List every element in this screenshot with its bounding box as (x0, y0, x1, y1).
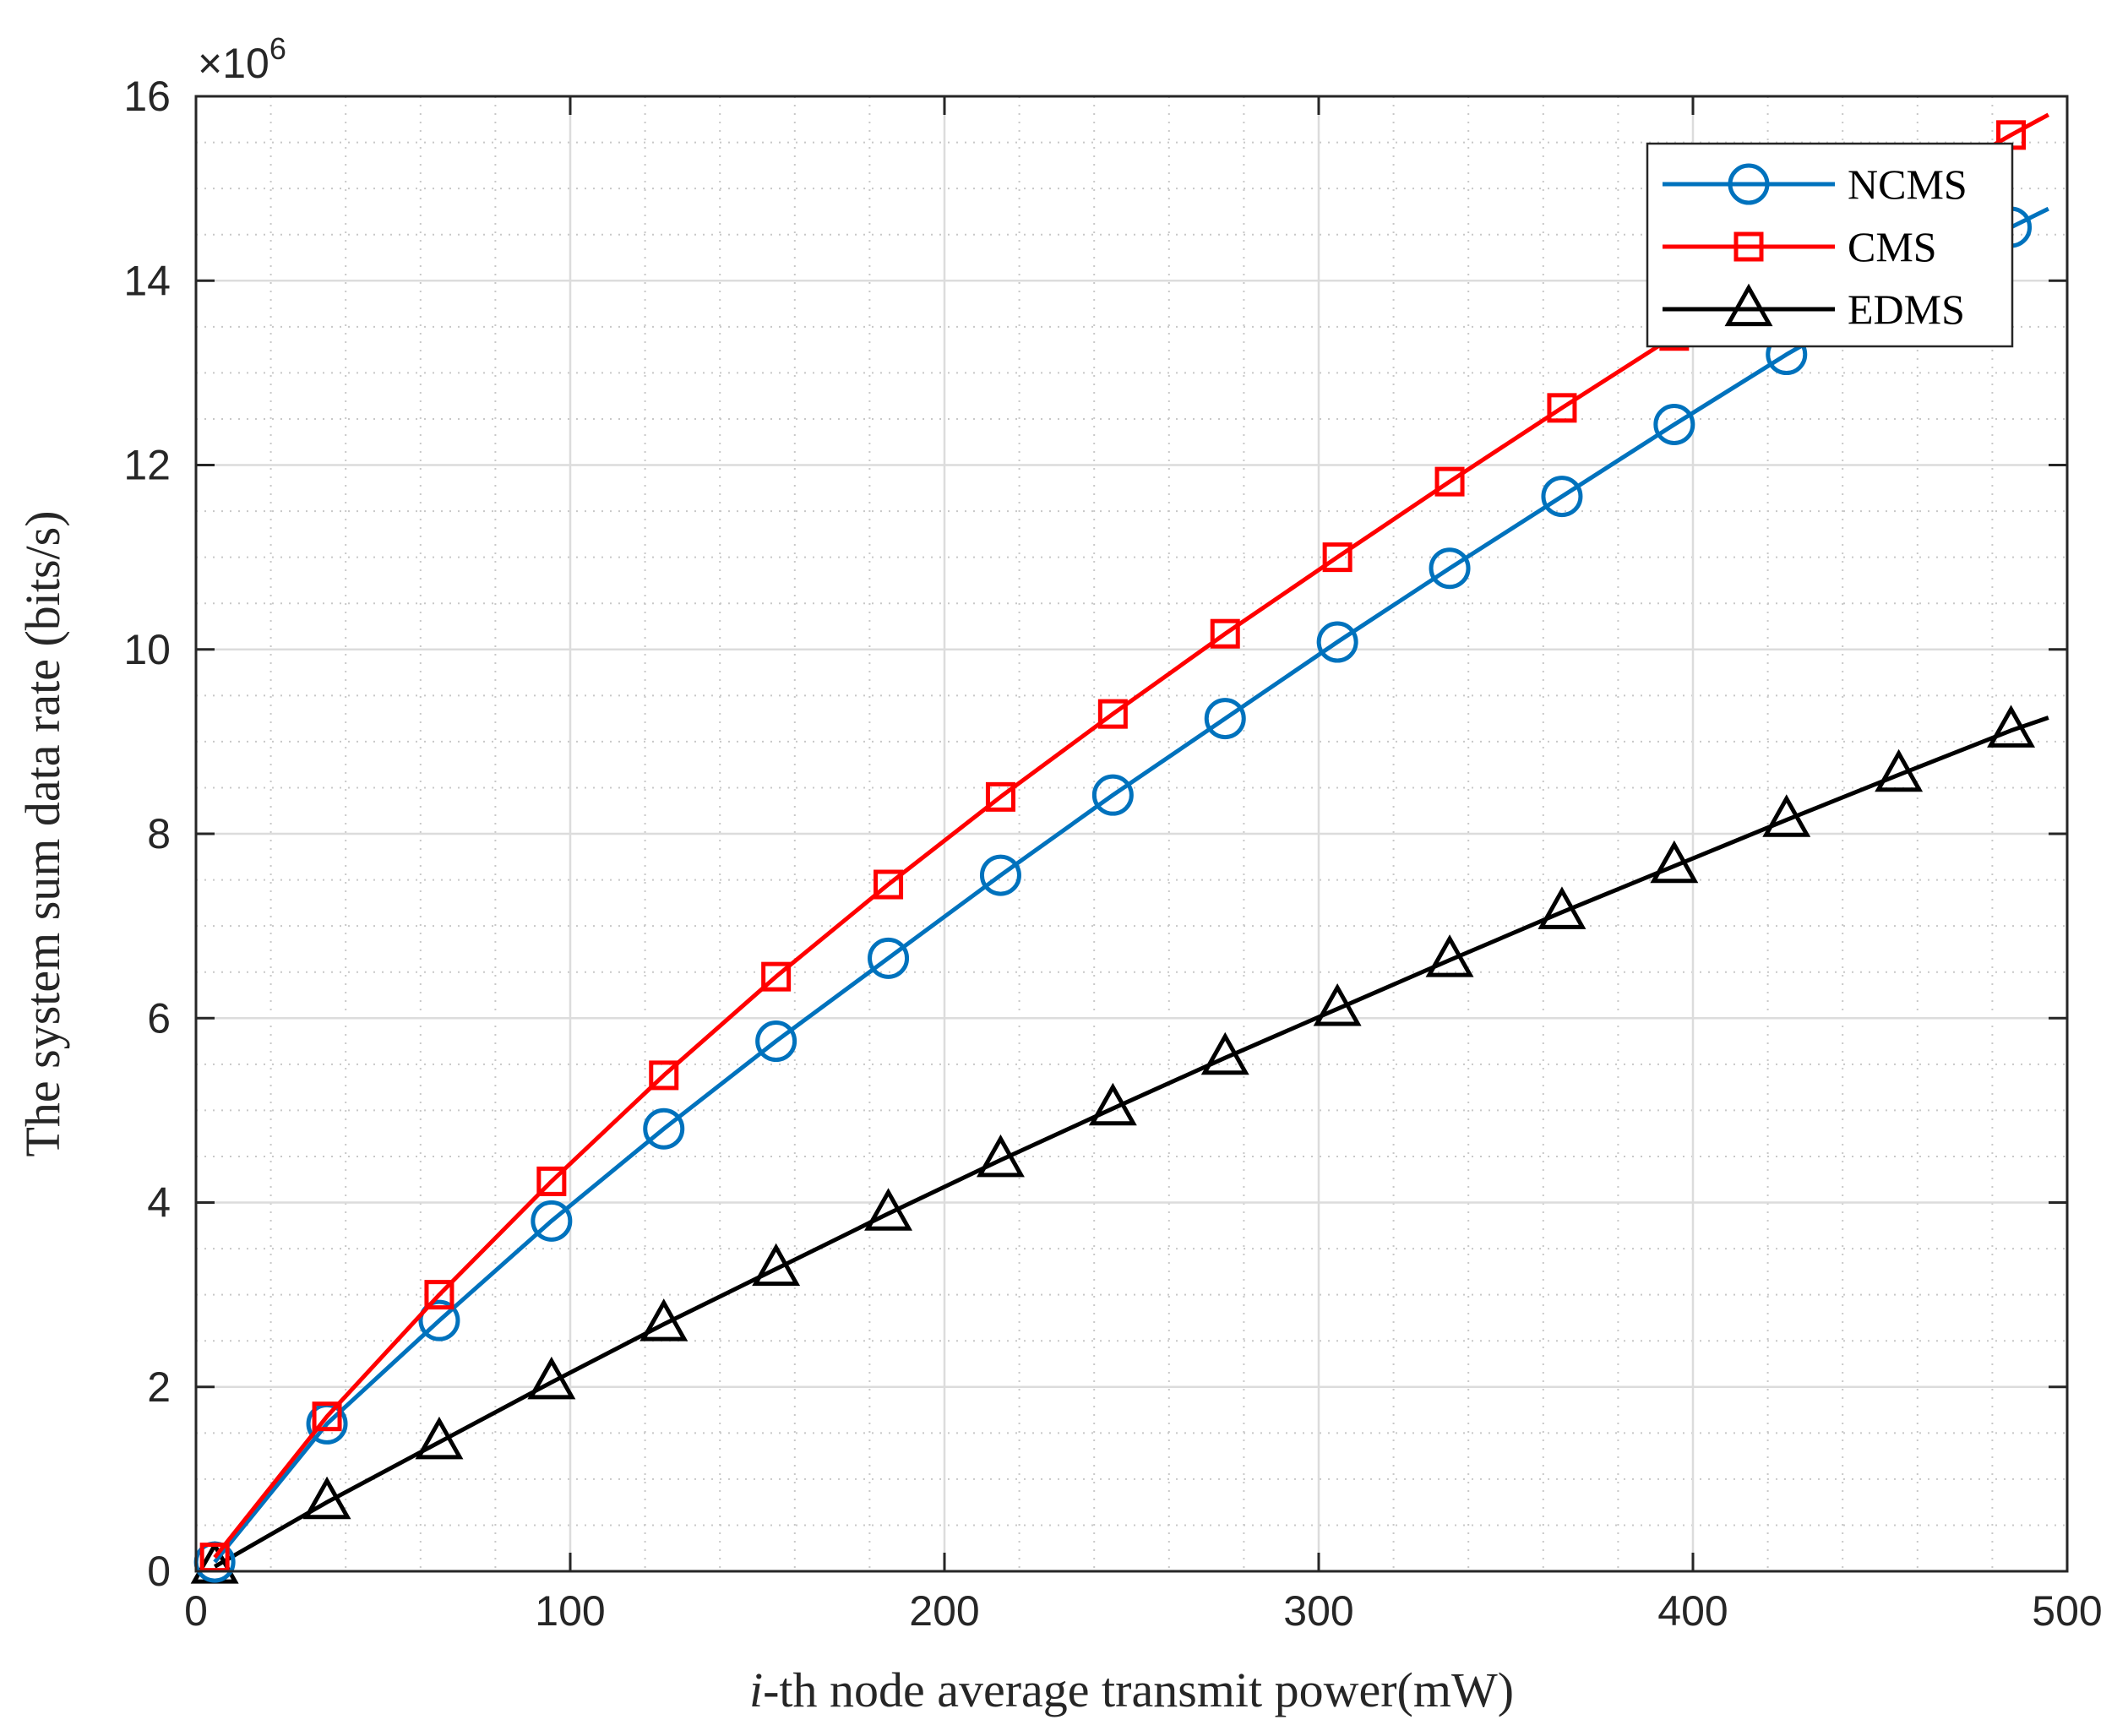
y-tick-label: 4 (147, 1179, 171, 1227)
x-tick-label: 300 (1283, 1587, 1353, 1635)
legend-entry-ncms: NCMS (1663, 161, 1967, 208)
legend-label-ncms: NCMS (1848, 161, 1967, 208)
data-point-edms (864, 1188, 913, 1231)
x-tick-label: 200 (909, 1587, 979, 1635)
legend-entry-cms: CMS (1663, 223, 1937, 270)
data-point-ncms (868, 937, 910, 979)
x-tick-label: 500 (2032, 1587, 2102, 1635)
data-point-ncms (755, 1020, 797, 1063)
y-exponent-label: ×106 (198, 31, 286, 87)
data-point-edms (527, 1356, 576, 1400)
y-tick-label: 2 (147, 1363, 171, 1411)
data-point-edms (1425, 934, 1474, 977)
data-point-cms (874, 869, 904, 900)
data-point-ncms (1653, 403, 1695, 445)
data-point-ncms (1541, 476, 1583, 518)
data-point-ncms (643, 1107, 685, 1150)
data-point-edms (752, 1243, 801, 1287)
data-point-cms (1547, 393, 1577, 423)
data-point-edms (1313, 982, 1362, 1026)
data-point-cms (424, 1280, 454, 1310)
data-point-edms (1200, 1031, 1249, 1075)
legend-entry-edms: EDMS (1663, 283, 1965, 333)
data-point-ncms (1316, 621, 1358, 663)
y-tick-label: 16 (123, 73, 171, 120)
x-axis-label: i-th node average transmit power(mW) (749, 1663, 1514, 1717)
data-point-cms (761, 961, 792, 992)
data-point-edms (1987, 705, 2036, 748)
data-point-cms (649, 1060, 679, 1091)
x-tick-labels: 0 100 200 300 400 500 (184, 1587, 2103, 1635)
y-tick-label: 14 (123, 257, 171, 304)
data-point-edms (976, 1134, 1025, 1178)
data-point-ncms (1091, 774, 1134, 816)
data-point-edms (1762, 794, 1811, 837)
data-point-edms (415, 1416, 464, 1460)
y-tick-label: 8 (147, 810, 171, 857)
y-tick-label: 12 (123, 442, 171, 489)
legend-label-edms: EDMS (1848, 286, 1965, 333)
legend-marker-ncms (1728, 163, 1770, 205)
x-tick-label: 100 (535, 1587, 605, 1635)
legend-marker-cms (1733, 231, 1764, 262)
data-point-cms (1322, 542, 1352, 573)
x-axis-label-text: -th node average transmit power(mW) (763, 1663, 1514, 1717)
y-tick-labels: 0 2 4 6 8 10 12 14 16 (123, 73, 171, 1595)
legend-label-cms: CMS (1848, 223, 1937, 270)
data-point-cms (1097, 699, 1128, 729)
data-point-ncms (979, 854, 1021, 896)
y-exponent-power: 6 (269, 31, 286, 66)
legend-marker-edms (1724, 283, 1773, 327)
data-point-cms (985, 781, 1015, 812)
data-point-cms (536, 1166, 567, 1196)
series-edms (190, 705, 2049, 1584)
axis-ticks (194, 95, 2069, 1573)
x-axis-label-italic: i (749, 1663, 763, 1717)
data-point-cms (1210, 618, 1240, 649)
data-point-edms (1875, 748, 1924, 792)
data-point-edms (1537, 886, 1586, 929)
data-point-edms (1088, 1082, 1137, 1126)
y-tick-label: 0 (147, 1548, 171, 1595)
data-point-edms (1650, 840, 1699, 884)
legend: NCMS CMS EDMS (1646, 142, 2014, 348)
y-tick-label: 10 (123, 626, 171, 673)
data-point-cms (1434, 466, 1465, 497)
x-tick-label: 0 (184, 1587, 208, 1635)
data-point-ncms (418, 1299, 460, 1341)
data-point-ncms (531, 1200, 573, 1242)
y-exponent-base: ×10 (198, 40, 269, 87)
data-point-edms (302, 1476, 351, 1520)
data-point-ncms (1204, 698, 1246, 740)
data-point-ncms (1429, 547, 1471, 590)
data-point-edms (639, 1298, 688, 1341)
data-point-cms (312, 1401, 342, 1432)
x-tick-label: 400 (1657, 1587, 1728, 1635)
y-tick-label: 6 (147, 994, 171, 1042)
y-axis-label: The system sum data rate (bits/s) (15, 510, 70, 1156)
